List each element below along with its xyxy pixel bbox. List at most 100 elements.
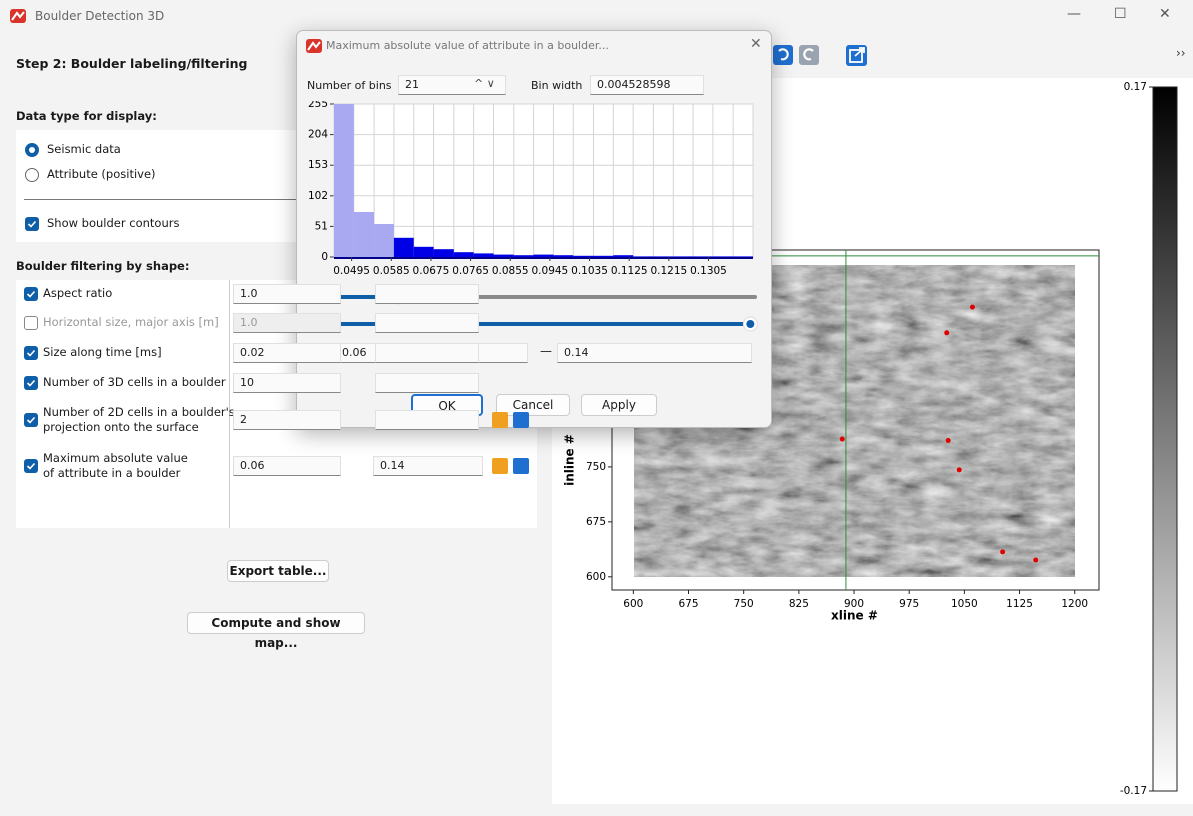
y-tick-label: 600	[586, 571, 606, 583]
histogram-bar	[514, 255, 534, 257]
histogram-bar	[474, 253, 494, 257]
radio[interactable]	[25, 143, 39, 157]
close-button[interactable]: ✕	[1159, 6, 1171, 22]
filter-max[interactable]: 0.14	[373, 456, 483, 476]
undo-icon[interactable]	[773, 45, 793, 65]
reset-button[interactable]	[513, 412, 529, 428]
boulder-point	[944, 330, 949, 335]
slider-thumb-dot	[746, 320, 754, 328]
checkbox-label: Show boulder contours	[47, 216, 179, 231]
boulder-point	[1000, 549, 1005, 554]
checkbox[interactable]	[24, 316, 38, 330]
check-mark	[24, 413, 38, 427]
dialog-title: Maximum absolute value of attribute in a…	[326, 39, 609, 52]
x-tick-label: 750	[734, 598, 754, 610]
y-tick-label: 204	[308, 129, 328, 141]
boulder-point	[946, 438, 951, 443]
check-mark	[24, 346, 38, 360]
filter-max[interactable]	[375, 410, 479, 430]
histogram-bar	[633, 256, 653, 257]
colorbar-tick-label: -0.17	[1120, 785, 1147, 797]
reset-button[interactable]	[513, 458, 529, 474]
y-tick-label: 675	[586, 516, 606, 528]
checkbox[interactable]	[24, 287, 38, 301]
check-mark	[24, 459, 38, 473]
histogram-button[interactable]	[492, 458, 508, 474]
apply-button[interactable]: Apply	[581, 394, 657, 416]
histogram-bar	[613, 255, 633, 257]
histogram-bar	[693, 256, 713, 257]
checkbox[interactable]	[25, 217, 39, 231]
filter-max[interactable]	[375, 284, 479, 304]
checkbox[interactable]	[24, 413, 38, 427]
divider	[229, 280, 230, 528]
x-tick-label: 0.1035	[571, 265, 608, 277]
window-title: Boulder Detection 3D	[35, 9, 164, 23]
x-tick-label: 1125	[1006, 598, 1033, 610]
histogram-bar	[454, 252, 474, 257]
bins-label: Number of bins	[307, 79, 392, 92]
histogram-bar	[653, 256, 673, 257]
y-tick-label: 102	[308, 190, 328, 202]
spin-buttons[interactable]: ^ ∨	[474, 77, 495, 90]
toolbar-overflow[interactable]: ››	[1176, 46, 1186, 60]
y-tick-label: 0	[321, 251, 328, 263]
filter-label: Aspect ratio	[43, 286, 112, 301]
redo-icon[interactable]	[799, 45, 819, 65]
app-window: Boulder Detection 3D — ☐ ✕ ›› Step 2: Bo…	[0, 0, 1193, 816]
histogram-bar	[534, 255, 554, 257]
dialog-close[interactable]: ✕	[750, 36, 762, 52]
range-dash: —	[540, 344, 552, 358]
filter-max[interactable]	[375, 343, 479, 363]
colorbar	[1153, 87, 1177, 791]
filter-min[interactable]: 10	[233, 373, 341, 393]
compute-button[interactable]: Compute and show map...	[187, 612, 365, 634]
export-button[interactable]: Export table...	[227, 560, 329, 582]
histogram-dialog: Maximum absolute value of attribute in a…	[296, 30, 772, 428]
filter-min[interactable]: 0.06	[233, 456, 341, 476]
radio[interactable]	[25, 168, 39, 182]
filter-max[interactable]	[375, 313, 479, 333]
minimize-button[interactable]: —	[1067, 6, 1081, 22]
y-tick-label: 153	[308, 159, 328, 171]
filter-max[interactable]	[375, 373, 479, 393]
boulder-point	[1033, 557, 1038, 562]
maximize-button[interactable]: ☐	[1114, 6, 1127, 22]
x-tick-label: 0.0495	[333, 265, 370, 277]
radio-label: Attribute (positive)	[47, 167, 156, 182]
filter-min[interactable]: 2	[233, 410, 341, 430]
x-tick-label: 0.1215	[650, 265, 687, 277]
filter-min[interactable]: 1.0	[233, 313, 341, 333]
checkbox[interactable]	[24, 346, 38, 360]
boulder-point	[840, 437, 845, 442]
filter-label: Number of 2D cells in a boulder's projec…	[43, 405, 235, 435]
colorbar-tick-label: 0.17	[1124, 81, 1147, 93]
checkbox[interactable]	[24, 376, 38, 390]
filter-min[interactable]: 0.02	[233, 343, 341, 363]
histogram-bar	[414, 247, 434, 257]
x-tick-label: 0.0855	[492, 265, 529, 277]
histogram-bar	[434, 249, 454, 257]
y-tick-label: 255	[308, 101, 328, 110]
boulder-point	[970, 305, 975, 310]
histogram-bar	[553, 255, 573, 257]
histogram-button[interactable]	[492, 412, 508, 428]
bin-width-input[interactable]: 0.004528598	[590, 75, 704, 95]
app-icon	[10, 9, 26, 23]
x-tick-label: 975	[899, 598, 919, 610]
boulder-point	[957, 467, 962, 472]
step-title: Step 2: Boulder labeling/filtering	[16, 56, 247, 71]
bins-input[interactable]: 21^ ∨	[398, 75, 506, 95]
range-max-input[interactable]: 0.14	[557, 343, 752, 363]
checkbox[interactable]	[24, 459, 38, 473]
y-tick-label: 51	[315, 220, 328, 232]
radio-label: Seismic data	[47, 142, 121, 157]
check-mark	[24, 376, 38, 390]
histogram-bar	[394, 238, 414, 257]
toolbar	[770, 42, 875, 68]
filter-min[interactable]: 1.0	[233, 284, 341, 304]
x-axis-label: xline #	[831, 609, 878, 623]
x-tick-label: 0.0585	[373, 265, 410, 277]
check-mark	[25, 217, 39, 231]
section-title: Data type for display:	[16, 109, 157, 123]
